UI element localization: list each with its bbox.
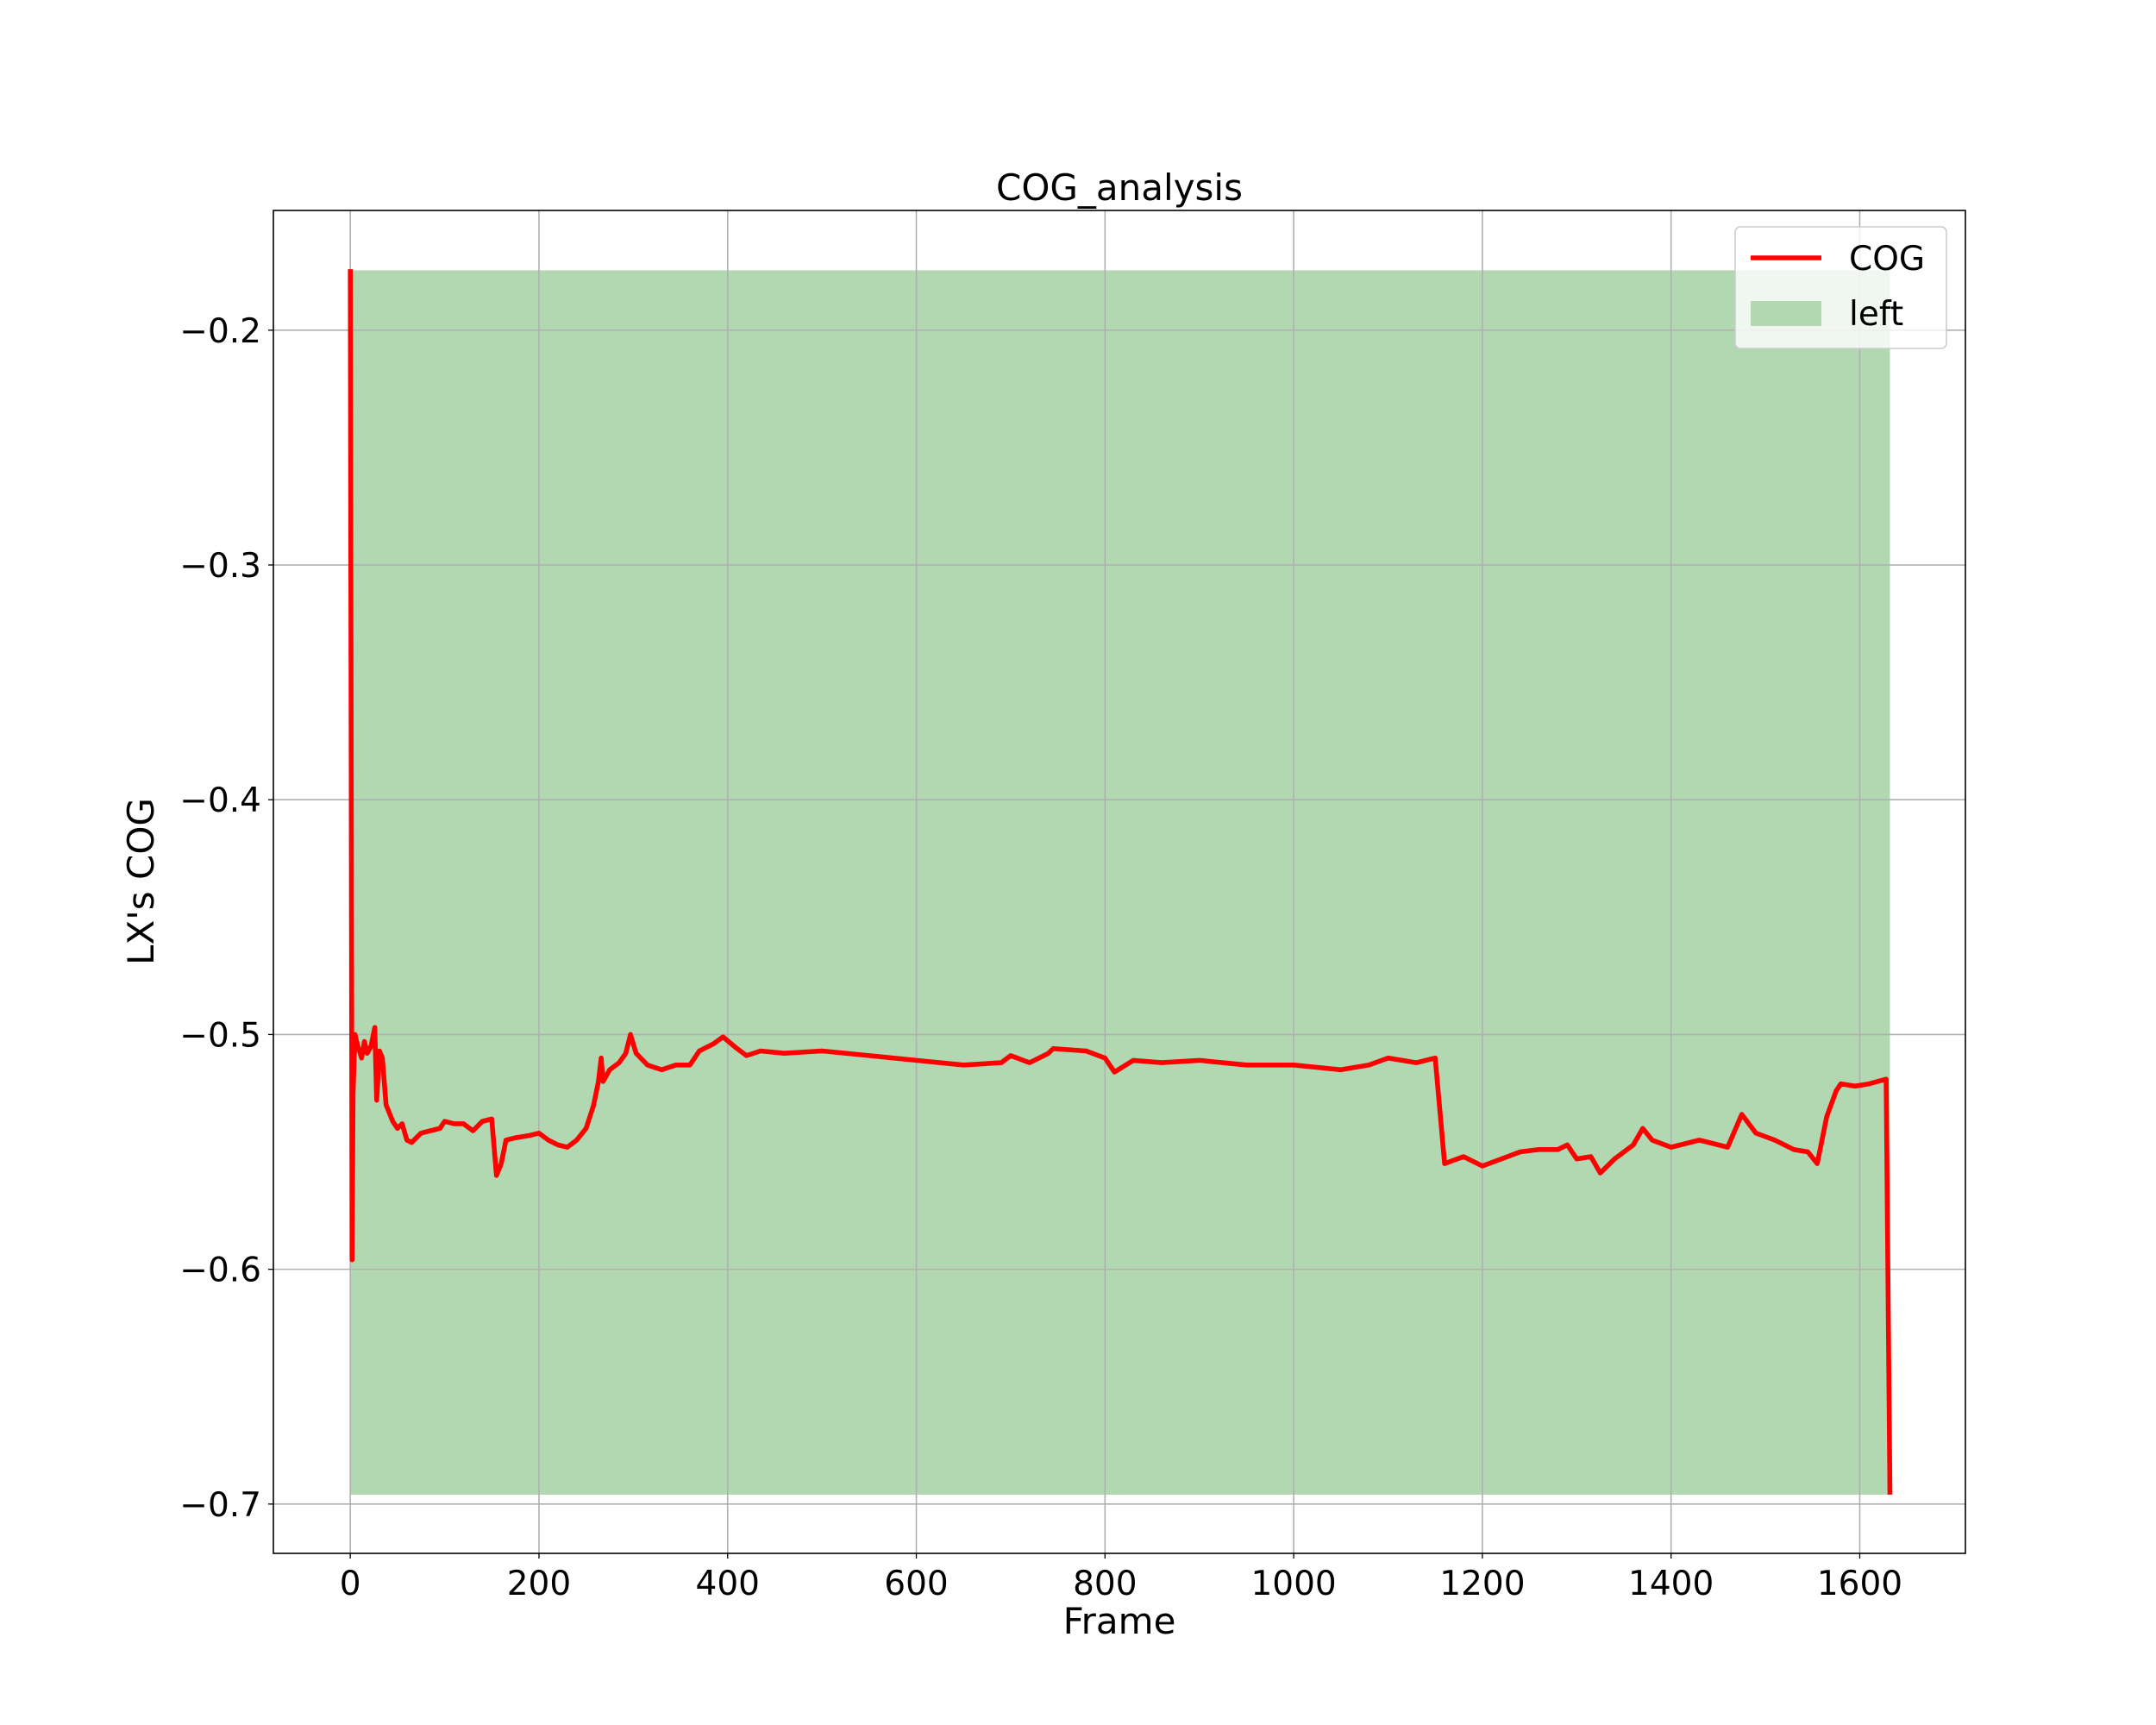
y-tick-label: −0.4 — [179, 781, 261, 820]
y-tick-label: −0.2 — [179, 312, 261, 351]
x-tick-label: 200 — [507, 1565, 571, 1603]
y-tick-label: −0.3 — [179, 547, 261, 586]
y-tick-label: −0.5 — [179, 1016, 261, 1055]
chart-title: COG_analysis — [996, 166, 1243, 209]
y-tick-label: −0.7 — [179, 1486, 261, 1525]
data-line — [348, 269, 1893, 1495]
x-tick-label: 1200 — [1439, 1565, 1525, 1603]
x-tick-label: 600 — [884, 1565, 948, 1603]
legend-swatch — [1751, 301, 1821, 326]
x-tick-label: 0 — [340, 1565, 361, 1603]
y-axis-label: LX's COG — [120, 798, 162, 965]
legend-label: COG — [1849, 240, 1925, 279]
x-tick-label: 1600 — [1817, 1565, 1902, 1603]
x-axis-label: Frame — [1063, 1600, 1176, 1642]
axes-frame — [273, 210, 1966, 1554]
x-tick-label: 800 — [1073, 1565, 1137, 1603]
y-tick-label: −0.6 — [179, 1251, 261, 1290]
fill-band — [350, 270, 1890, 1495]
x-tick-label: 1000 — [1250, 1565, 1336, 1603]
x-tick-label: 400 — [696, 1565, 760, 1603]
x-tick-label: 1400 — [1628, 1565, 1714, 1603]
legend-label: left — [1849, 295, 1903, 334]
